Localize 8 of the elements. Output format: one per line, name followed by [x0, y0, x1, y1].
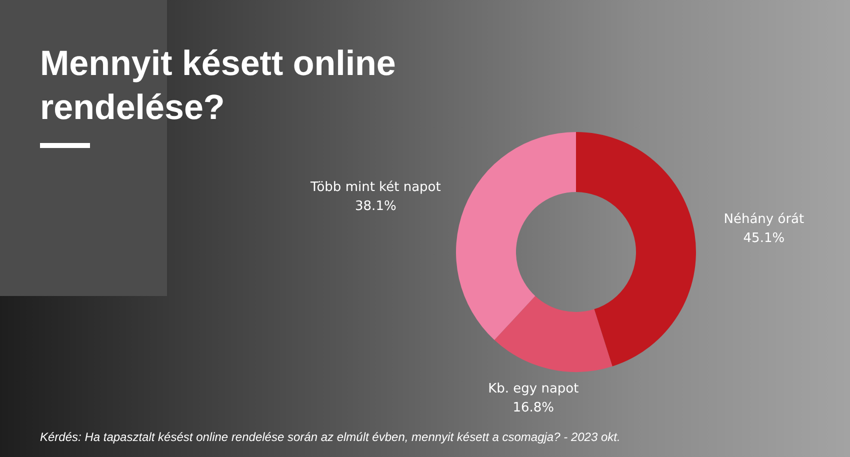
chart-title: Mennyit késett online rendelése?: [40, 43, 397, 129]
slice-label: Néhány órát: [724, 212, 804, 227]
text: Kérdés: Ha tapasztalt késést online rendelése során az elmúlt évben, mennyit késett a csomagja? - 2023 okt.: [40, 430, 620, 444]
data-label: 16.8%: [512, 400, 554, 416]
data-label: 45.1%: [743, 230, 785, 246]
slice-label: Kb. egy napot: [488, 381, 579, 396]
data-label: 38.1%: [355, 199, 396, 214]
slice-label: Több mint két napot: [309, 180, 441, 196]
